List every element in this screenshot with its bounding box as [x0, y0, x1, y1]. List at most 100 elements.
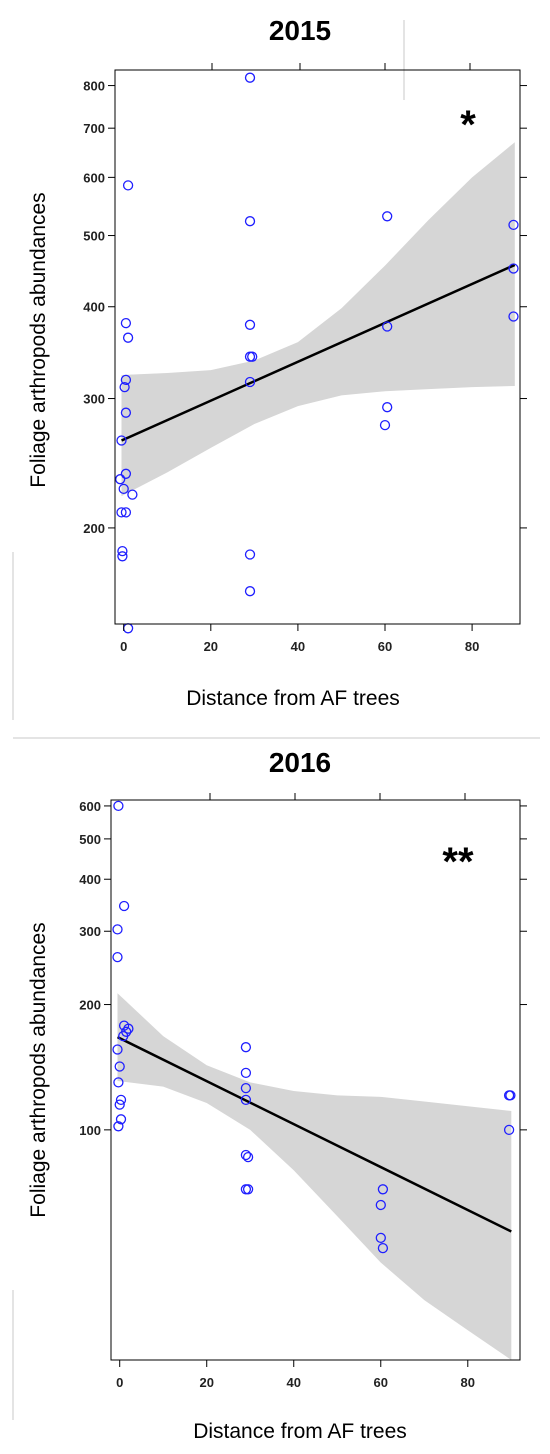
data-point [115, 1094, 127, 1106]
chart-2016: 2016 100 200 300 400 500 600 0 20 40 60 80 ** Dis… [27, 747, 527, 1443]
data-point [244, 351, 256, 362]
data-point [505, 1090, 516, 1101]
y-tick-label: 300 [79, 924, 101, 939]
data-point [118, 1030, 129, 1042]
x-axis-label: Distance from AF trees [193, 1420, 407, 1443]
data-point [113, 1121, 124, 1132]
data-point [508, 311, 519, 322]
data-point [242, 1151, 254, 1163]
confidence-band [117, 993, 512, 1360]
x-axis-label: Distance from AF trees [186, 687, 400, 710]
fit-line-group [116, 1036, 512, 1233]
x-tick-label: 80 [461, 1375, 475, 1390]
data-point [382, 211, 393, 222]
data-point [240, 1082, 252, 1094]
data-point [115, 474, 126, 485]
data-point [503, 1124, 515, 1136]
fit-line-group [121, 263, 516, 442]
y-tick-label: 500 [83, 229, 105, 244]
data-point [123, 1023, 134, 1034]
significance-annotation: * [460, 103, 476, 147]
plot-frame [110, 799, 521, 1361]
data-point [382, 402, 393, 413]
data-point [117, 545, 128, 557]
x-tick-label: 60 [374, 1375, 388, 1390]
data-point [375, 1199, 386, 1211]
y-axis: 200 300 400 500 600 700 800 [83, 79, 527, 536]
confidence-band [121, 142, 515, 497]
x-axis: 0 20 40 60 80 [116, 793, 475, 1390]
x-tick-label: 80 [465, 639, 479, 654]
data-point [116, 435, 127, 446]
confidence-band-group [117, 993, 512, 1360]
data-point [375, 1232, 386, 1244]
data-point [127, 489, 138, 500]
data-point [118, 483, 129, 495]
x-tick-label: 20 [199, 1375, 213, 1390]
data-point [120, 468, 132, 479]
x-tick-label: 40 [287, 1375, 301, 1390]
y-axis-label: Foliage arthropods abundances [27, 922, 50, 1217]
x-tick-label: 20 [204, 639, 218, 654]
point-group [115, 72, 519, 634]
data-point [240, 1067, 252, 1079]
y-axis: 100 200 300 400 500 600 [79, 799, 527, 1138]
data-point [113, 1077, 124, 1088]
chart-title: 2015 [269, 15, 331, 46]
data-point [382, 321, 393, 332]
y-tick-label: 700 [83, 121, 105, 136]
data-point [120, 507, 132, 518]
chart-title: 2016 [269, 747, 331, 778]
data-point [244, 549, 256, 560]
data-point [240, 1184, 252, 1195]
data-point [508, 219, 519, 231]
data-point [120, 317, 132, 329]
data-point [244, 376, 256, 388]
data-point [112, 951, 123, 963]
data-point [116, 507, 127, 518]
data-point [240, 1042, 252, 1053]
plot-frame [114, 69, 521, 625]
data-point [244, 72, 256, 83]
x-tick-label: 0 [120, 639, 127, 654]
y-tick-label: 800 [83, 79, 105, 94]
x-axis: 0 20 40 60 80 [120, 63, 479, 654]
confidence-band-group [121, 142, 515, 497]
x-tick-label: 60 [378, 639, 392, 654]
data-point [240, 1149, 252, 1161]
data-point [122, 332, 134, 343]
y-tick-label: 400 [83, 300, 105, 315]
data-point [508, 263, 519, 274]
data-point [122, 180, 134, 191]
data-point [112, 924, 123, 935]
data-point [117, 551, 128, 562]
data-point [114, 1099, 125, 1110]
y-tick-label: 100 [79, 1123, 101, 1138]
chart-2015: 2015 200 300 400 500 600 700 800 0 20 40 60 80 * D… [27, 15, 527, 710]
data-point [244, 319, 256, 330]
y-tick-label: 200 [79, 998, 101, 1013]
fit-line [121, 263, 516, 442]
y-tick-label: 500 [79, 832, 101, 847]
data-point [120, 407, 132, 418]
data-point [119, 381, 130, 393]
data-point [115, 1114, 127, 1125]
data-point [112, 1044, 123, 1055]
x-tick-label: 0 [116, 1375, 123, 1390]
y-tick-label: 300 [83, 392, 105, 407]
significance-annotation: ** [442, 840, 474, 884]
x-tick-label: 40 [291, 639, 305, 654]
data-point [113, 800, 124, 812]
data-point [118, 900, 130, 912]
data-point [247, 351, 258, 362]
point-group [112, 800, 516, 1254]
data-point [120, 374, 132, 386]
data-point [122, 623, 134, 634]
y-tick-label: 600 [83, 170, 105, 185]
data-point [242, 1184, 254, 1195]
data-point [377, 1242, 389, 1254]
y-tick-label: 600 [79, 799, 101, 814]
y-tick-label: 400 [79, 872, 101, 887]
y-tick-label: 200 [83, 521, 105, 536]
